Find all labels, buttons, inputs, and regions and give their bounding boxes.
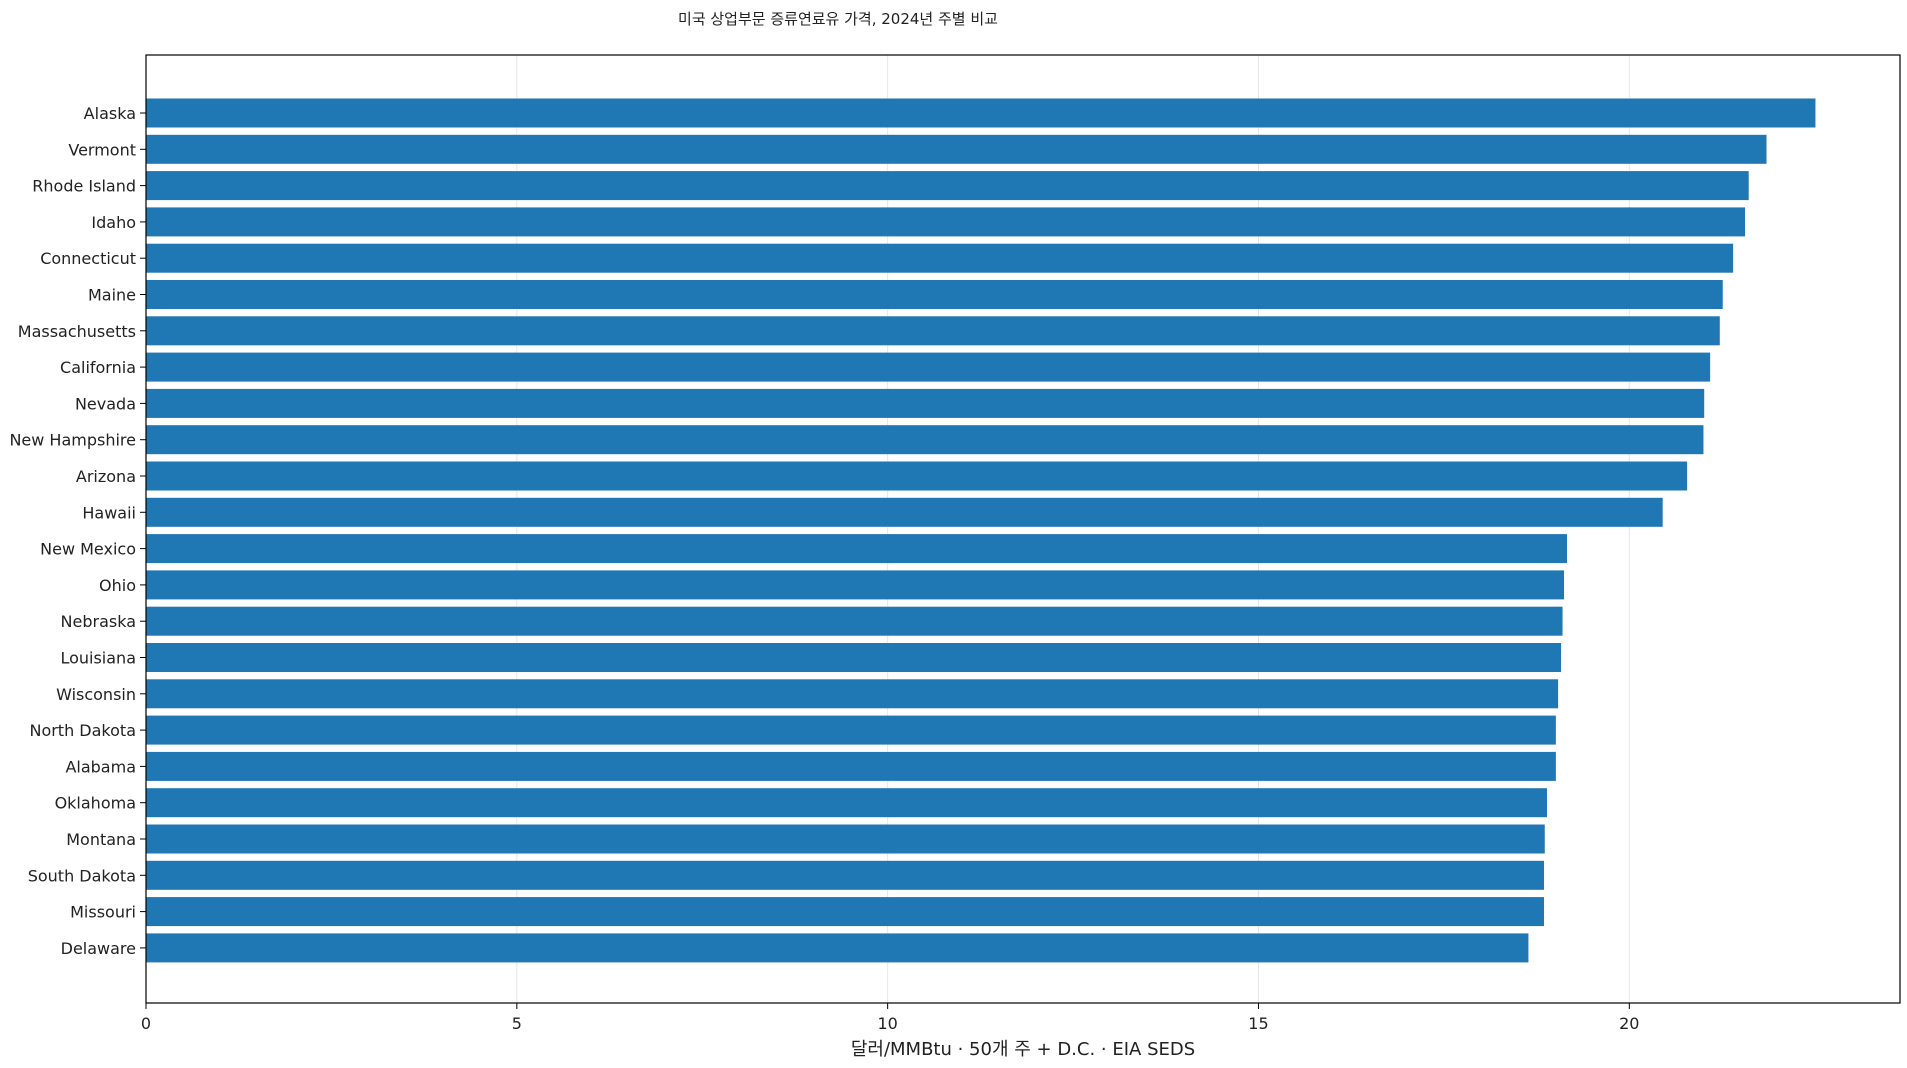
- y-tick-label: Rhode Island: [32, 177, 136, 196]
- y-tick-label: Alaska: [84, 104, 136, 123]
- bar: [146, 497, 1663, 527]
- bar: [146, 461, 1688, 491]
- bar: [146, 352, 1711, 382]
- bars: [146, 98, 1816, 963]
- bar: [146, 860, 1545, 890]
- y-tick-label: New Hampshire: [9, 431, 136, 450]
- bar: [146, 134, 1767, 164]
- y-tick-label: Oklahoma: [55, 794, 136, 813]
- y-tick-label: Massachusetts: [18, 322, 136, 341]
- y-tick-label: Alabama: [65, 757, 136, 776]
- y-tick-label: Arizona: [76, 467, 136, 486]
- y-tick-label: Nebraska: [61, 612, 136, 631]
- x-tick-label: 0: [141, 1014, 151, 1033]
- y-tick-label: New Mexico: [40, 540, 136, 559]
- y-tick-label: Hawaii: [82, 503, 136, 522]
- y-tick-label: Vermont: [68, 140, 136, 159]
- bar: [146, 897, 1545, 927]
- y-tick-labels: Alaska Vermont Rhode Island Idaho Connecticu…: [9, 104, 146, 958]
- x-tick-label: 10: [877, 1014, 897, 1033]
- bar: [146, 933, 1529, 963]
- x-tick-label: 15: [1248, 1014, 1268, 1033]
- y-tick-label: Nevada: [75, 394, 136, 413]
- x-axis-label: 달러/MMBtu · 50개 주 + D.C. · EIA SEDS: [851, 1039, 1195, 1060]
- plot-frame: [145, 54, 1901, 1004]
- y-tick-label: Maine: [88, 286, 136, 305]
- y-tick-label: Louisiana: [60, 649, 136, 668]
- x-tick-label: 20: [1619, 1014, 1639, 1033]
- bar: [146, 570, 1565, 600]
- y-tick-label: Ohio: [99, 576, 136, 595]
- bar: [146, 425, 1704, 455]
- y-tick-label: Idaho: [91, 213, 136, 232]
- bar: [146, 751, 1556, 781]
- y-tick-label: Montana: [66, 830, 136, 849]
- bar: [146, 679, 1559, 709]
- bar: [146, 243, 1734, 273]
- bar: [146, 388, 1705, 418]
- x-tick-label: 5: [512, 1014, 522, 1033]
- bar: [146, 316, 1720, 346]
- bar: [146, 606, 1563, 636]
- y-tick-label: North Dakota: [29, 721, 136, 740]
- bar: [146, 788, 1547, 818]
- bar: [146, 715, 1556, 745]
- bar: [146, 824, 1545, 854]
- bar: [146, 534, 1567, 564]
- bar: [146, 280, 1723, 309]
- bar: [146, 171, 1749, 201]
- y-tick-label: Wisconsin: [56, 685, 136, 704]
- y-tick-label: South Dakota: [28, 866, 136, 885]
- y-tick-label: Delaware: [61, 939, 136, 958]
- bar: [146, 207, 1745, 237]
- y-tick-label: Missouri: [70, 903, 136, 922]
- bar: [146, 98, 1816, 128]
- y-tick-label: California: [60, 358, 136, 377]
- y-tick-label: Connecticut: [40, 249, 136, 268]
- x-tick-labels: 0 5 10 15 20: [141, 1003, 1639, 1033]
- bar: [146, 643, 1562, 672]
- chart-title: 미국 상업부문 증류연료유 가격, 2024년 주별 비교: [678, 10, 998, 28]
